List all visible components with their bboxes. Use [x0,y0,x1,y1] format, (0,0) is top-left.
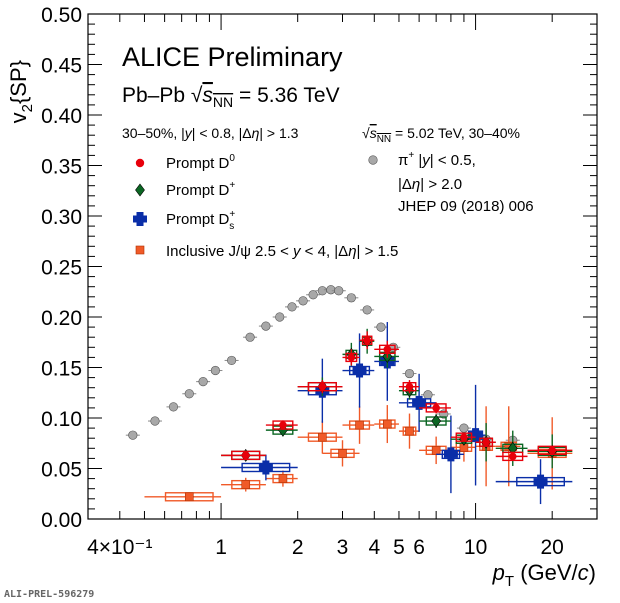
chart-title: ALICE Preliminary [122,42,343,72]
pion-point [308,290,318,300]
pion-point [404,368,415,379]
pion-point [287,302,297,312]
d0-point [363,336,371,345]
reference-label: JHEP 09 (2018) 006 [398,198,534,215]
svg-text:v2{SP}: v2{SP} [6,60,36,123]
x-tick-label: 4×10⁻¹ [87,536,152,559]
preliminary-id: ALI-PREL-596279 [4,589,94,600]
legend-label-pion-line2: |Δη| > 2.0 [398,176,462,193]
x-axis-label: pT (GeV/c) [492,560,596,590]
legend-marker-ds [133,212,147,226]
y-tick-label: 0.25 [41,257,82,280]
d0-point [383,345,392,354]
x-tick-label: 5 [393,536,405,559]
y-tick-label: 0.05 [41,459,82,482]
jpsi-point [184,492,194,502]
pion-point [334,286,344,296]
d0-point [508,452,517,461]
pion-point [326,285,336,295]
chart-subtitle: Pb–Pb √sNN = 5.36 TeV [122,84,340,110]
y-tick-label: 0.30 [41,206,82,229]
d0-point [460,433,468,441]
jpsi-point [278,474,288,483]
d0-point [548,446,556,455]
ylabel-v: v [6,112,31,123]
pion-point [227,355,237,366]
jpsi-point [383,419,392,429]
legend-marker-dplus [135,183,145,197]
y-tick-label: 0.00 [41,509,82,532]
jpsi-point [241,480,251,489]
y-tick-label: 0.45 [41,55,82,78]
ds-point [533,474,548,489]
d0-point [318,382,327,391]
jpsi-point [318,432,327,442]
y-axis: 0.00 0.05 0.10 0.15 0.20 0.25 0.30 0.35 0.40 0.45… [41,4,597,532]
pion-point [275,312,285,322]
ds-point [412,395,427,410]
x-axis: 4×10⁻¹ 1 2 3 4 5 6 10 20 [87,14,564,559]
d0-point [405,382,414,391]
legend-header-left: 30–50%, |y| < 0.8, |Δη| > 1.3 [122,125,299,141]
x-tick-label: 1 [215,536,227,559]
legend-label-d0: Prompt D0 [166,153,235,172]
y-tick-label: 0.40 [41,105,82,128]
legend-marker-pion [368,155,378,165]
x-tick-label: 6 [413,536,425,559]
pion-point [362,305,372,315]
y-tick-label: 0.15 [41,358,82,381]
pion-point [298,296,308,306]
x-tick-label: 2 [292,536,304,559]
y-tick-label: 0.20 [41,307,82,330]
jpsi-point [355,420,364,430]
legend-label-ds: Prompt D+ s [166,209,235,232]
x-tick-label: 10 [464,536,487,559]
pion-point [317,286,327,296]
legend-marker-jpsi [135,245,145,255]
pion-point [198,377,208,387]
pion-point [346,293,356,303]
y-axis-label: v2{SP} [6,60,36,123]
legend-label-jpsi: Inclusive J/ψ 2.5 < y < 4, |Δη| > 1.5 [166,243,398,260]
pion-point [245,332,255,342]
legend-label-dplus: Prompt D+ [166,180,235,199]
y-tick-label: 0.50 [41,4,82,27]
ds-point [258,460,273,475]
y-tick-label: 0.10 [41,408,82,431]
legend: Prompt D0 Prompt D+ Prompt D+ s Inclusive… [133,150,534,260]
ds-point [352,363,367,378]
ds-point [443,447,458,462]
jpsi-point [405,426,414,436]
d0-point [432,404,440,412]
x-tick-label: 4 [368,536,380,559]
pion-point [261,321,271,331]
data-marks [125,285,573,505]
pion-point [128,430,138,440]
pion-point [210,365,221,376]
d0-point [347,353,356,362]
d0-point [279,421,287,429]
pion-point [459,423,469,433]
dplus-point [431,414,442,428]
legend-header-right: √sNN = 5.02 TeV, 30–40% [362,125,520,145]
jpsi-point [431,446,441,455]
pion-point [423,390,433,400]
pion-point [168,402,179,412]
d0-point [241,451,250,460]
y-tick-label: 0.35 [41,156,82,179]
x-tick-label: 20 [541,536,564,559]
pion-point [150,416,160,426]
x-tick-label: 3 [337,536,349,559]
pion-point [184,389,194,399]
jpsi-point [338,449,347,458]
d0-point [482,438,490,447]
legend-marker-d0 [135,158,145,168]
pion-point [376,322,386,332]
legend-label-pion-line1: π+ |y| < 0.5, [398,150,476,169]
